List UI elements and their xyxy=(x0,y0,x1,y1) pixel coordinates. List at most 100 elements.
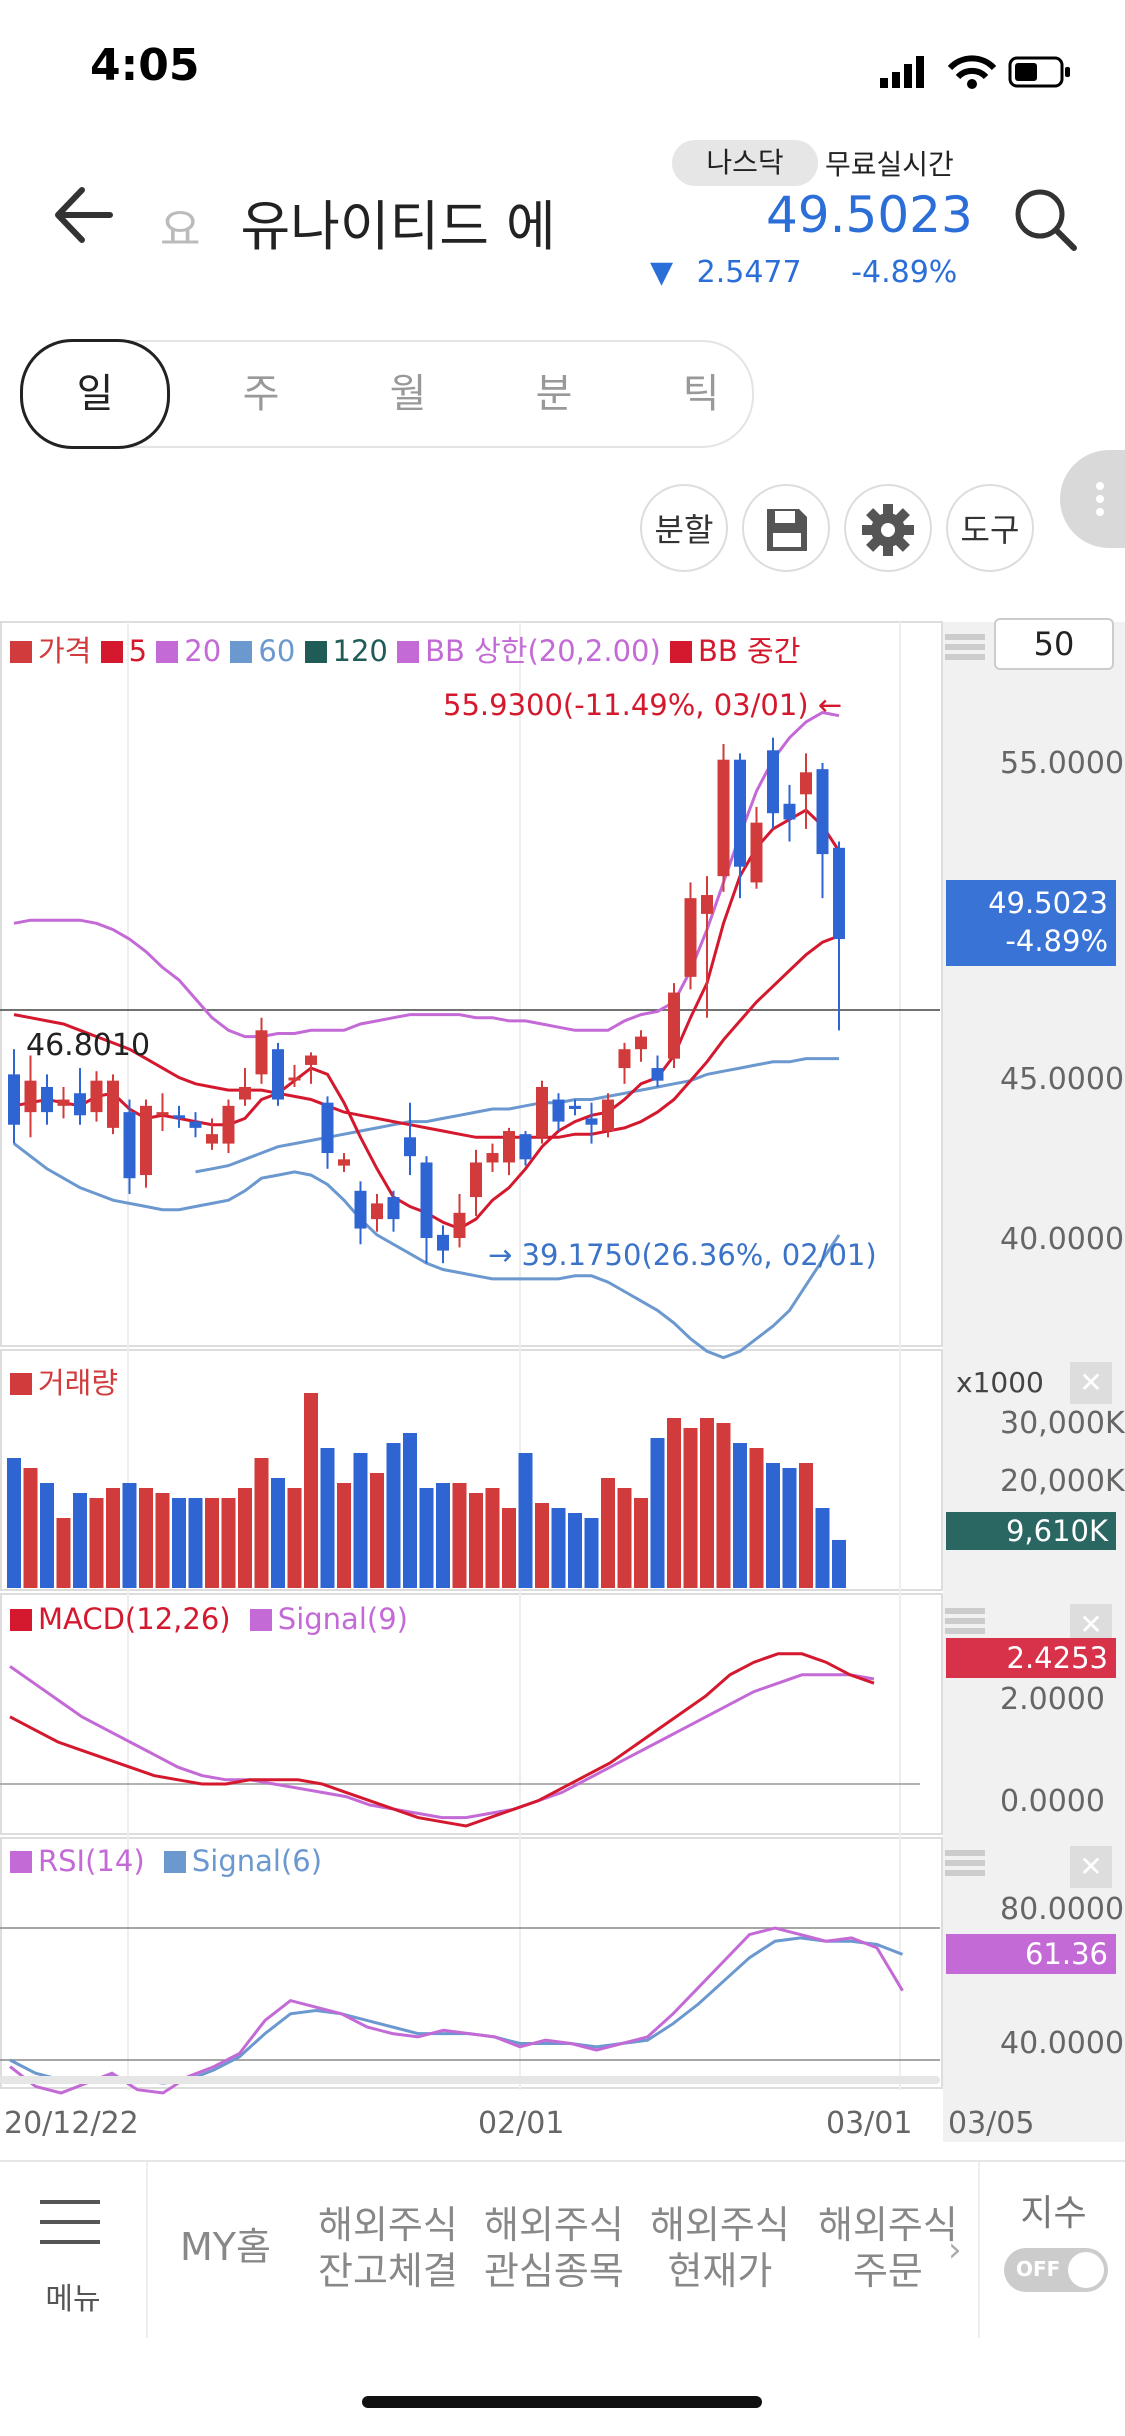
rsi-legend: RSI(14) Signal(6) xyxy=(10,1844,322,1878)
stock-title: 요 유나이티드 에 xyxy=(160,182,556,261)
tab-month[interactable]: 월 xyxy=(389,371,427,417)
down-triangle-icon: ▼ xyxy=(650,255,674,290)
status-time: 4:05 xyxy=(90,40,200,91)
rsi-drag-icon[interactable] xyxy=(945,1846,985,1882)
volume-legend-label: 거래량 xyxy=(38,1366,119,1400)
index-toggle[interactable]: OFF xyxy=(1004,2248,1108,2292)
volume-bar xyxy=(40,1483,54,1588)
candle-body xyxy=(222,1105,235,1144)
price-tag: 49.5023 -4.89% xyxy=(946,880,1116,966)
settings-button[interactable] xyxy=(844,484,932,572)
candle-body xyxy=(24,1080,37,1113)
candle-body xyxy=(717,759,730,877)
back-arrow-icon[interactable] xyxy=(50,180,120,250)
index-toggle-area: 지수 OFF xyxy=(978,2162,1125,2338)
candle-body xyxy=(123,1112,136,1179)
volume-bar xyxy=(667,1418,681,1588)
market-badge: 나스닥 xyxy=(672,140,818,186)
volume-bar xyxy=(535,1503,549,1588)
chart-scrollbar xyxy=(0,2076,940,2084)
chevron-right-icon[interactable]: › xyxy=(948,2230,962,2270)
volume-bar xyxy=(452,1483,467,1588)
panel-drag-icon[interactable] xyxy=(945,630,985,666)
candle-body xyxy=(602,1099,614,1132)
rsi-signal-label: Signal(6) xyxy=(191,1844,323,1878)
volume-panel-frame xyxy=(0,1349,943,1591)
nav-watchlist[interactable]: 해외주식 관심종목 xyxy=(484,2203,624,2293)
volume-bar xyxy=(650,1438,665,1588)
gear-icon xyxy=(862,504,914,556)
index-label: 지수 xyxy=(1020,2193,1087,2234)
macd-drag-icon[interactable] xyxy=(945,1604,985,1640)
tab-tick[interactable]: 틱 xyxy=(682,371,720,417)
stock-chart[interactable] xyxy=(0,0,1125,2160)
candle-body xyxy=(618,1049,631,1069)
candle-body xyxy=(668,992,680,1059)
tab-day[interactable]: 일 xyxy=(20,339,170,449)
save-icon xyxy=(767,509,807,551)
rsi-close-icon[interactable]: ✕ xyxy=(1070,1846,1112,1888)
volume-bar xyxy=(700,1418,714,1588)
candle-body xyxy=(387,1197,400,1220)
volume-bar xyxy=(353,1453,368,1588)
price-panel-frame xyxy=(0,621,943,1347)
candle-body xyxy=(486,1153,499,1163)
volume-axis-30000: 30,000K xyxy=(1000,1406,1125,1441)
volume-bar xyxy=(436,1483,450,1588)
candle-body xyxy=(156,1112,169,1116)
home-indicator xyxy=(362,2396,762,2408)
bb-mid-line xyxy=(13,934,840,1139)
nav-balance[interactable]: 해외주식 잔고체결 xyxy=(318,2203,458,2293)
close-icon[interactable]: ✕ xyxy=(1070,1362,1112,1404)
candle-body xyxy=(734,759,746,867)
candle-body xyxy=(288,1077,301,1081)
menu-button[interactable]: 메뉴 xyxy=(0,2162,148,2338)
candle-body xyxy=(453,1212,466,1238)
search-icon[interactable] xyxy=(1010,184,1080,254)
volume-legend: 거래량 xyxy=(10,1360,118,1402)
signal-icon xyxy=(880,56,924,88)
macd-signal-line xyxy=(9,1665,875,1820)
candle-body xyxy=(239,1086,251,1100)
nav-order[interactable]: 해외주식 주문 xyxy=(818,2203,958,2293)
menu-label: 메뉴 xyxy=(45,2282,101,2317)
bottom-nav: 메뉴 MY홈 해외주식 잔고체결 해외주식 관심종목 해외주식 현재가 해외주식… xyxy=(0,2160,1125,2338)
volume-bar xyxy=(716,1423,731,1588)
volume-bar xyxy=(23,1468,38,1588)
wifi-icon xyxy=(947,55,997,89)
legend-ma60: 60 xyxy=(230,634,295,668)
volume-bar xyxy=(634,1498,648,1588)
candle-body xyxy=(189,1121,202,1128)
volume-bar xyxy=(617,1488,632,1588)
volume-bar xyxy=(304,1393,318,1588)
candle-body xyxy=(470,1162,482,1198)
current-price: 49.5023 xyxy=(766,186,973,244)
stock-title-prev: 요 xyxy=(160,205,201,256)
high-annotation: 55.9300(-11.49%, 03/01) ← xyxy=(443,688,843,722)
candle-body xyxy=(816,769,829,855)
candle-body xyxy=(519,1134,532,1160)
volume-bar xyxy=(205,1498,219,1588)
candle-body xyxy=(420,1162,433,1238)
tab-week[interactable]: 주 xyxy=(242,371,280,417)
split-button[interactable]: 분할 xyxy=(640,484,728,572)
nav-my-home[interactable]: MY홈 xyxy=(180,2225,271,2269)
volume-bar xyxy=(568,1513,582,1588)
price-tag-pct: -4.89% xyxy=(1005,924,1108,958)
save-button[interactable] xyxy=(742,484,830,572)
nav-quote[interactable]: 해외주식 현재가 xyxy=(650,2203,790,2293)
rsi-signal-line xyxy=(9,1936,904,2085)
stock-name: 유나이티드 에 xyxy=(240,195,556,258)
volume-bar xyxy=(683,1428,698,1588)
tab-minute[interactable]: 분 xyxy=(535,371,573,417)
battery-icon xyxy=(1008,56,1070,88)
volume-bar xyxy=(139,1488,153,1588)
volume-bar xyxy=(386,1443,401,1588)
candle-body xyxy=(74,1093,86,1116)
x-label-mar: 03/01 xyxy=(826,2106,913,2141)
candle-body xyxy=(41,1086,53,1113)
legend-ma120: 120 xyxy=(304,634,388,668)
count-box[interactable]: 50 xyxy=(994,618,1114,670)
tool-button[interactable]: 도구 xyxy=(946,484,1034,572)
candle-body xyxy=(800,772,812,795)
